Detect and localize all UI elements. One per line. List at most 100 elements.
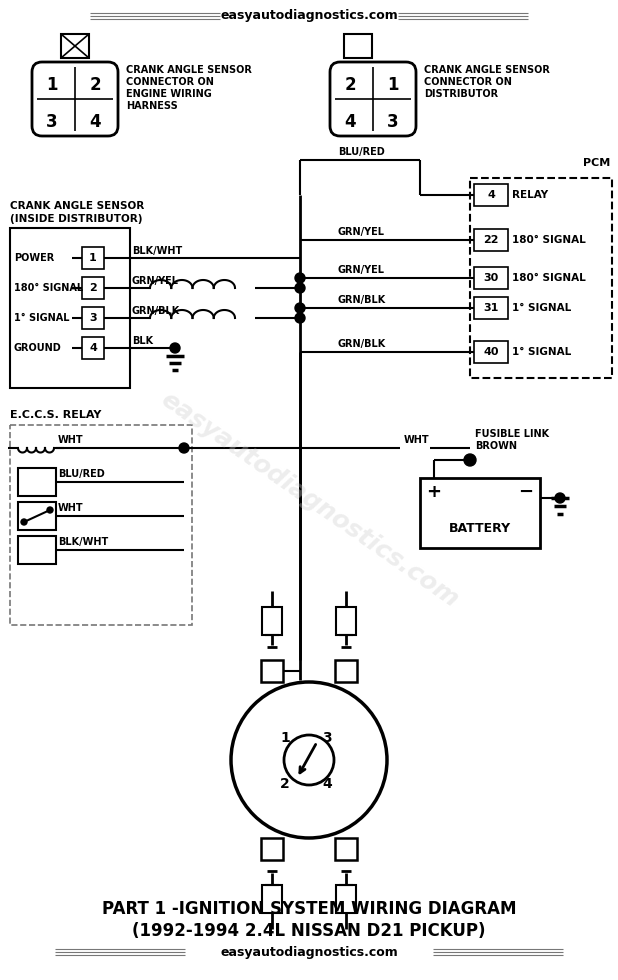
Text: BLU/RED: BLU/RED <box>338 147 385 157</box>
Text: ENGINE WIRING: ENGINE WIRING <box>126 89 212 99</box>
Bar <box>262 607 282 635</box>
Circle shape <box>295 313 305 323</box>
Text: 3: 3 <box>46 113 58 131</box>
Text: (INSIDE DISTRIBUTOR): (INSIDE DISTRIBUTOR) <box>10 214 143 224</box>
Text: 30: 30 <box>483 273 499 283</box>
Text: easyautodiagnostics.com: easyautodiagnostics.com <box>156 388 462 612</box>
Bar <box>470 178 612 378</box>
Circle shape <box>464 454 476 466</box>
Text: WHT: WHT <box>58 503 83 513</box>
Text: 2: 2 <box>89 283 97 293</box>
Bar <box>474 267 508 289</box>
Text: PCM: PCM <box>583 158 610 168</box>
Text: 4: 4 <box>344 113 356 131</box>
Bar <box>420 478 540 548</box>
Bar <box>261 838 283 860</box>
Text: GRN/BLK: GRN/BLK <box>338 295 386 305</box>
Text: 2: 2 <box>344 76 356 94</box>
Text: GRN/YEL: GRN/YEL <box>132 276 179 286</box>
Text: POWER: POWER <box>14 253 54 263</box>
Text: 3: 3 <box>387 113 399 131</box>
Bar <box>82 277 104 299</box>
Circle shape <box>295 303 305 313</box>
Text: easyautodiagnostics.com: easyautodiagnostics.com <box>220 10 398 23</box>
Text: DISTRIBUTOR: DISTRIBUTOR <box>424 89 498 99</box>
Text: 180° SIGNAL: 180° SIGNAL <box>512 235 586 245</box>
Text: BATTERY: BATTERY <box>449 521 511 534</box>
Text: 4: 4 <box>487 190 495 200</box>
Bar <box>261 660 283 682</box>
Circle shape <box>170 343 180 353</box>
Text: 40: 40 <box>483 347 499 357</box>
Text: (1992-1994 2.4L NISSAN D21 PICKUP): (1992-1994 2.4L NISSAN D21 PICKUP) <box>132 922 486 940</box>
Bar <box>474 229 508 251</box>
Bar <box>336 607 356 635</box>
Bar <box>18 536 56 564</box>
Text: GRN/BLK: GRN/BLK <box>338 339 386 349</box>
Bar <box>18 468 56 496</box>
Text: 1° SIGNAL: 1° SIGNAL <box>512 347 571 357</box>
Bar <box>474 297 508 319</box>
Text: +: + <box>426 483 441 501</box>
Text: BLK: BLK <box>132 336 153 346</box>
Text: WHT: WHT <box>58 435 83 445</box>
Text: 180° SIGNAL: 180° SIGNAL <box>512 273 586 283</box>
Text: 1: 1 <box>89 253 97 263</box>
Text: CRANK ANGLE SENSOR: CRANK ANGLE SENSOR <box>126 65 252 75</box>
Circle shape <box>179 443 189 453</box>
Circle shape <box>21 519 27 525</box>
Text: GRN/YEL: GRN/YEL <box>338 265 385 275</box>
Text: HARNESS: HARNESS <box>126 101 178 111</box>
Text: PART 1 -IGNITION SYSTEM WIRING DIAGRAM: PART 1 -IGNITION SYSTEM WIRING DIAGRAM <box>102 900 516 918</box>
Bar <box>474 341 508 363</box>
Text: 3: 3 <box>89 313 97 323</box>
Circle shape <box>284 735 334 785</box>
Text: 2: 2 <box>89 76 101 94</box>
Text: GROUND: GROUND <box>14 343 62 353</box>
Bar <box>61 34 89 58</box>
Text: 4: 4 <box>89 113 101 131</box>
Bar <box>262 885 282 913</box>
Bar <box>336 885 356 913</box>
Text: easyautodiagnostics.com: easyautodiagnostics.com <box>220 946 398 958</box>
Text: CRANK ANGLE SENSOR: CRANK ANGLE SENSOR <box>424 65 550 75</box>
Text: BLU/RED: BLU/RED <box>58 469 104 479</box>
Circle shape <box>47 507 53 513</box>
Text: −: − <box>519 483 533 501</box>
Bar <box>18 502 56 530</box>
Text: 1° SIGNAL: 1° SIGNAL <box>512 303 571 313</box>
Text: 31: 31 <box>483 303 499 313</box>
Bar <box>335 838 357 860</box>
Text: BROWN: BROWN <box>475 441 517 451</box>
Text: WHT: WHT <box>404 435 430 445</box>
Text: 3: 3 <box>322 731 332 745</box>
Text: CONNECTOR ON: CONNECTOR ON <box>126 77 214 87</box>
Text: GRN/BLK: GRN/BLK <box>132 306 180 316</box>
Bar <box>474 184 508 206</box>
Text: CONNECTOR ON: CONNECTOR ON <box>424 77 512 87</box>
FancyBboxPatch shape <box>330 62 416 136</box>
Text: 1° SIGNAL: 1° SIGNAL <box>14 313 69 323</box>
Bar <box>82 307 104 329</box>
Text: 4: 4 <box>322 777 332 791</box>
FancyBboxPatch shape <box>32 62 118 136</box>
Text: FUSIBLE LINK: FUSIBLE LINK <box>475 429 549 439</box>
Text: GRN/YEL: GRN/YEL <box>338 227 385 237</box>
Text: 22: 22 <box>483 235 499 245</box>
Text: BLK/WHT: BLK/WHT <box>58 537 108 547</box>
Text: 2: 2 <box>280 777 290 791</box>
Bar <box>10 425 192 625</box>
Text: BLK/WHT: BLK/WHT <box>132 246 182 256</box>
Bar <box>10 228 130 388</box>
Circle shape <box>295 273 305 283</box>
Bar <box>82 337 104 359</box>
Circle shape <box>231 682 387 838</box>
Circle shape <box>555 493 565 503</box>
Text: RELAY: RELAY <box>512 190 548 200</box>
Bar <box>335 660 357 682</box>
Text: 1: 1 <box>46 76 57 94</box>
Text: 1: 1 <box>280 731 290 745</box>
Bar <box>344 34 372 58</box>
Circle shape <box>295 283 305 293</box>
Text: 4: 4 <box>89 343 97 353</box>
